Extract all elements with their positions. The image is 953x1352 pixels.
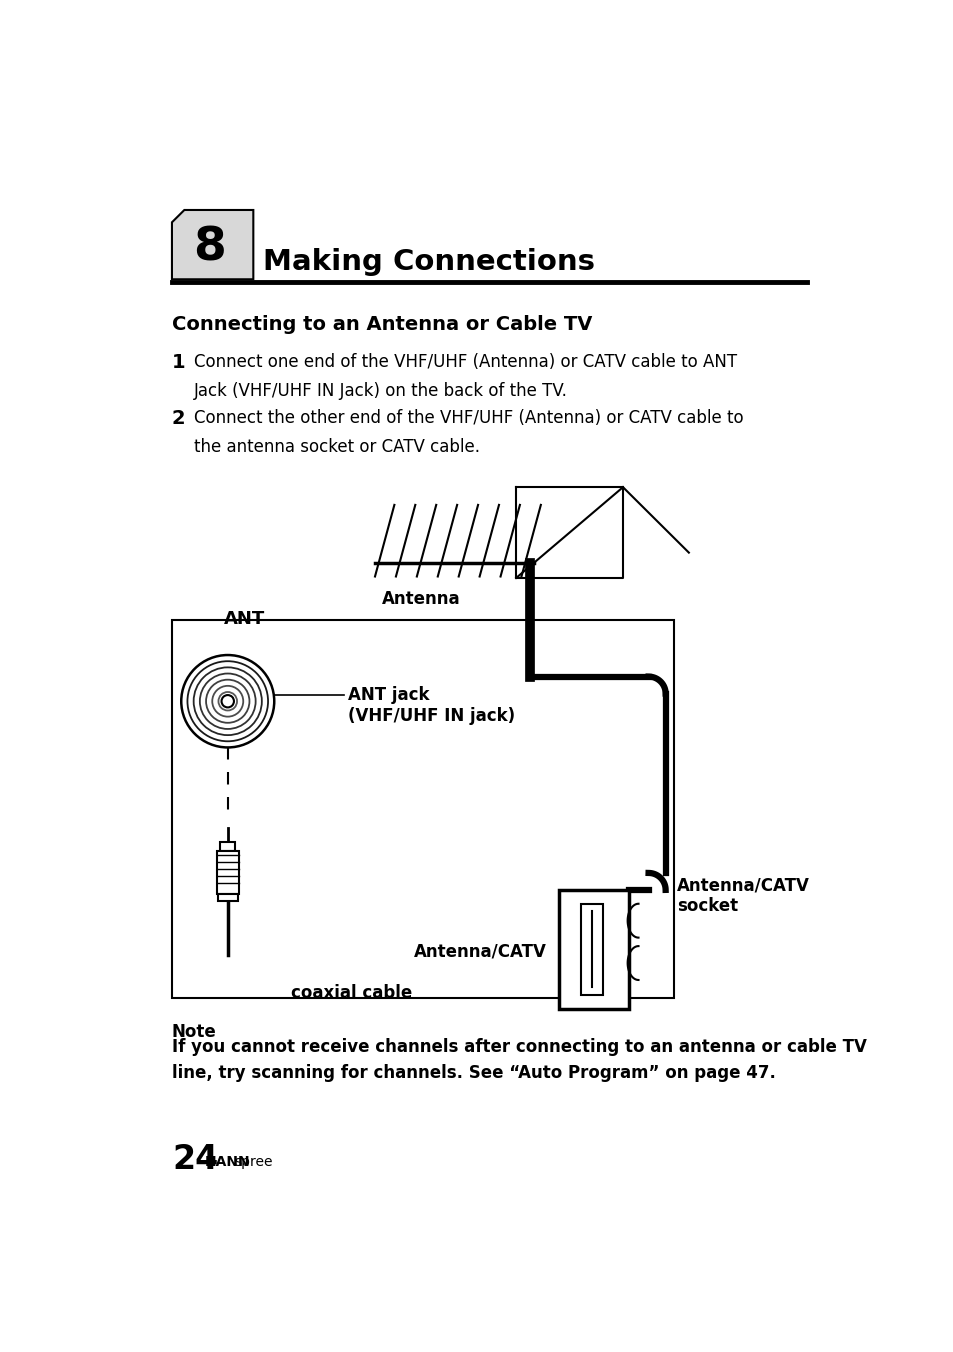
Text: coaxial cable: coaxial cable: [291, 984, 412, 1002]
Text: spree: spree: [233, 1155, 273, 1168]
Circle shape: [221, 695, 233, 707]
Text: HANN: HANN: [204, 1155, 250, 1168]
Bar: [220, 842, 235, 852]
Text: Connect one end of the VHF/UHF (Antenna) or CATV cable to ANT
Jack (VHF/UHF IN J: Connect one end of the VHF/UHF (Antenna)…: [193, 353, 736, 400]
Text: 2: 2: [172, 408, 186, 427]
Text: 1: 1: [172, 353, 186, 372]
Text: Making Connections: Making Connections: [262, 249, 594, 276]
Bar: [558, 890, 629, 1009]
Bar: [217, 894, 237, 902]
Polygon shape: [172, 210, 253, 280]
Text: Antenna/CATV
socket: Antenna/CATV socket: [677, 876, 809, 915]
Text: 8: 8: [193, 226, 226, 270]
Text: Note: Note: [172, 1023, 216, 1041]
Text: ANT: ANT: [224, 610, 265, 629]
Circle shape: [181, 654, 274, 748]
Text: Antenna/CATV: Antenna/CATV: [414, 942, 546, 960]
Text: If you cannot receive channels after connecting to an antenna or cable TV
line, : If you cannot receive channels after con…: [172, 1038, 866, 1082]
Bar: [172, 621, 674, 998]
Text: Antenna: Antenna: [382, 589, 460, 607]
Text: ANT jack
(VHF/UHF IN jack): ANT jack (VHF/UHF IN jack): [348, 685, 515, 725]
Text: Connect the other end of the VHF/UHF (Antenna) or CATV cable to
the antenna sock: Connect the other end of the VHF/UHF (An…: [193, 408, 742, 456]
Text: 24: 24: [172, 1142, 218, 1176]
Bar: [580, 903, 602, 995]
Text: Connecting to an Antenna or Cable TV: Connecting to an Antenna or Cable TV: [172, 315, 592, 334]
Bar: [216, 852, 238, 894]
